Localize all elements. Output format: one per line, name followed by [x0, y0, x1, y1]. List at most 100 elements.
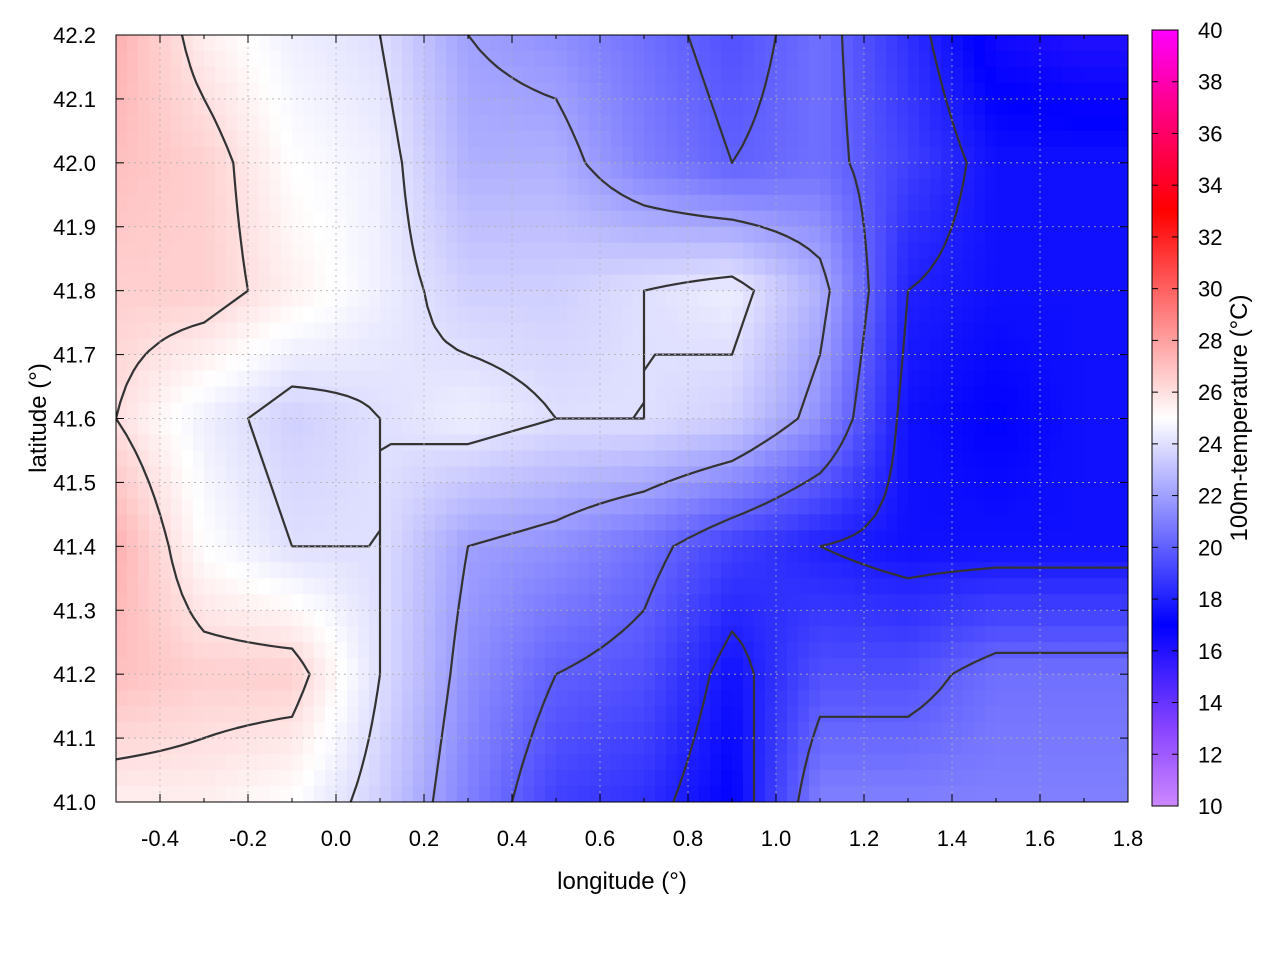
heatmap-cell [1117, 530, 1128, 547]
heatmap-cell [193, 146, 205, 164]
heatmap-cell [490, 706, 502, 723]
heatmap-cell [776, 434, 788, 452]
heatmap-cell [512, 274, 524, 292]
heatmap-cell [831, 290, 843, 308]
heatmap-cell [248, 66, 260, 84]
heatmap-cell [380, 546, 392, 563]
heatmap-cell [402, 562, 414, 579]
heatmap-cell [1040, 402, 1052, 420]
heatmap-cell [435, 594, 447, 611]
heatmap-cell [160, 386, 172, 404]
heatmap-cell [611, 242, 623, 260]
heatmap-cell [171, 226, 183, 244]
heatmap-cell [138, 562, 150, 579]
heatmap-cell [1029, 354, 1041, 372]
heatmap-cell [1095, 258, 1107, 276]
heatmap-cell [193, 130, 205, 148]
heatmap-cell [116, 738, 128, 755]
heatmap-cell [545, 642, 557, 659]
heatmap-cell [127, 514, 139, 531]
heatmap-cell [171, 66, 183, 84]
heatmap-cell [809, 338, 821, 356]
heatmap-cell [1029, 642, 1041, 659]
heatmap-cell [457, 434, 469, 452]
heatmap-cell [732, 738, 744, 755]
heatmap-cell [688, 50, 700, 68]
heatmap-cell [974, 578, 986, 595]
heatmap-cell [380, 578, 392, 595]
heatmap-cell [215, 706, 227, 723]
heatmap-cell [699, 562, 711, 579]
heatmap-cell [710, 674, 722, 691]
heatmap-cell [875, 370, 887, 388]
heatmap-cell [182, 546, 194, 563]
heatmap-cell [600, 226, 612, 244]
heatmap-cell [292, 434, 304, 452]
heatmap-cell [457, 50, 469, 68]
heatmap-cell [556, 674, 568, 691]
heatmap-cell [974, 354, 986, 372]
heatmap-cell [985, 466, 997, 484]
heatmap-cell [963, 658, 975, 675]
heatmap-cell [864, 706, 876, 723]
heatmap-cell [391, 674, 403, 691]
heatmap-cell [413, 578, 425, 595]
heatmap-cell [193, 466, 205, 484]
heatmap-cell [589, 658, 601, 675]
colorbar-tick-label: 16 [1198, 639, 1222, 664]
heatmap-cell [204, 114, 216, 132]
heatmap-cell [1106, 322, 1118, 340]
heatmap-cell [501, 35, 513, 52]
heatmap-cell [809, 498, 821, 515]
heatmap-cell [468, 402, 480, 420]
heatmap-cell [226, 466, 238, 484]
heatmap-cell [798, 50, 810, 68]
heatmap-cell [589, 114, 601, 132]
heatmap-cell [424, 610, 436, 627]
heatmap-cell [1073, 290, 1085, 308]
heatmap-cell [490, 770, 502, 787]
heatmap-cell [919, 786, 931, 802]
heatmap-cell [116, 146, 128, 164]
heatmap-cell [1018, 114, 1030, 132]
heatmap-cell [765, 210, 777, 228]
heatmap-cell [1073, 98, 1085, 116]
heatmap-cell [435, 642, 447, 659]
heatmap-cell [556, 514, 568, 531]
heatmap-cell [545, 594, 557, 611]
heatmap-cell [402, 35, 414, 52]
heatmap-cell [281, 498, 293, 515]
heatmap-cell [127, 258, 139, 276]
heatmap-cell [952, 690, 964, 707]
heatmap-cell [985, 226, 997, 244]
heatmap-cell [919, 626, 931, 643]
heatmap-cell [380, 402, 392, 420]
heatmap-cell [985, 754, 997, 771]
heatmap-cell [182, 386, 194, 404]
heatmap-cell [402, 498, 414, 515]
heatmap-cell [369, 162, 381, 180]
heatmap-cell [853, 642, 865, 659]
heatmap-cell [699, 546, 711, 563]
heatmap-cell [270, 626, 282, 643]
heatmap-cell [1117, 626, 1128, 643]
heatmap-cell [215, 130, 227, 148]
heatmap-cell [336, 114, 348, 132]
heatmap-cell [193, 786, 205, 802]
heatmap-cell [413, 306, 425, 324]
heatmap-cell [138, 242, 150, 260]
heatmap-cell [1051, 770, 1063, 787]
heatmap-cell [820, 690, 832, 707]
heatmap-cell [996, 482, 1008, 499]
heatmap-cell [1029, 754, 1041, 771]
heatmap-cell [380, 322, 392, 340]
heatmap-cell [281, 130, 293, 148]
heatmap-cell [710, 434, 722, 452]
heatmap-cell [1018, 322, 1030, 340]
heatmap-cell [820, 434, 832, 452]
heatmap-cell [655, 98, 667, 116]
heatmap-cell [204, 770, 216, 787]
heatmap-cell [446, 258, 458, 276]
heatmap-cell [919, 578, 931, 595]
heatmap-cell [1018, 402, 1030, 420]
